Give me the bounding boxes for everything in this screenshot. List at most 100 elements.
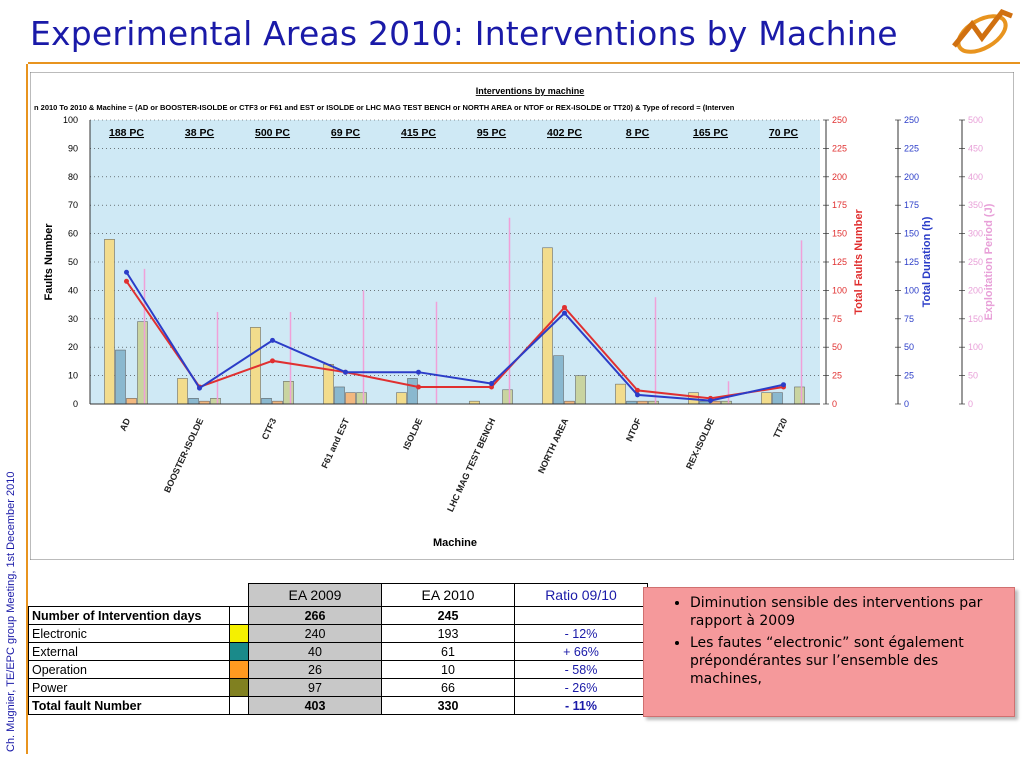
y-tick-label-faults: 50 — [832, 342, 842, 352]
bar-electronic — [177, 378, 188, 405]
y-tick-label-exploitation: 350 — [968, 200, 983, 210]
bar-external — [334, 386, 345, 405]
pc-label: 415 PC — [401, 127, 436, 139]
cell-ratio: + 66% — [514, 642, 648, 661]
cell-ea2009: 40 — [248, 642, 382, 661]
header-ea2009: EA 2009 — [248, 583, 382, 607]
line-total-duration-h- — [125, 271, 784, 402]
point-total-faults-number — [635, 387, 640, 393]
pc-label: 38 PC — [185, 127, 215, 139]
point-total-faults-number — [416, 384, 421, 390]
table-row: Number of Intervention days 266 245 — [28, 606, 648, 625]
y-tick-label-exploitation: 100 — [968, 342, 983, 352]
bar-power — [794, 386, 805, 405]
bar-external — [188, 398, 199, 405]
y-tick-label-faults: 25 — [832, 371, 842, 381]
row-label: Total fault Number — [28, 696, 230, 715]
interventions-chart: 0 10 20 30 40 50 60 70 80 90 100 0 25 50 75 100 125 150 17… — [30, 72, 1014, 560]
title-divider — [28, 62, 1020, 64]
row-label: Number of Intervention days — [28, 606, 230, 625]
point-total-duration-h- — [416, 369, 421, 375]
side-caption: Ch. Mugnier, TE/EPC group Meeting, 1st D… — [5, 471, 17, 752]
y-tick-label: 10 — [68, 371, 78, 381]
bar-power — [502, 389, 513, 405]
chart-filter: n 2010 To 2010 & Machine = (AD or BOOSTE… — [34, 103, 735, 112]
table-row: Total fault Number 403 330- 11% — [28, 696, 648, 715]
y-tick-label: 60 — [68, 229, 78, 239]
y-tick-label-duration: 100 — [904, 285, 919, 295]
bar-operation — [345, 392, 356, 405]
y-tick-label: 70 — [68, 200, 78, 210]
bar-external — [407, 378, 418, 405]
cell-ea2009: 97 — [248, 678, 382, 697]
pc-label: 402 PC — [547, 127, 582, 139]
bar-electronic — [104, 239, 115, 405]
left-divider — [26, 64, 28, 754]
color-swatch — [229, 696, 249, 715]
y-tick-label-exploitation: 450 — [968, 143, 983, 153]
header-blank — [29, 584, 230, 607]
y-tick-label: 20 — [68, 342, 78, 352]
table-header-row: EA 2009 EA 2010 Ratio 09/10 — [29, 583, 648, 607]
y-tick-label-exploitation: 150 — [968, 314, 983, 324]
color-swatch — [229, 660, 249, 679]
y-tick-label-duration: 125 — [904, 257, 919, 267]
point-total-duration-h- — [489, 381, 494, 387]
point-total-duration-h- — [343, 369, 348, 375]
point-total-duration-h- — [124, 269, 129, 275]
table-row: Power 97 66- 26% — [28, 678, 648, 697]
row-label: Operation — [28, 660, 230, 679]
line-total-faults-number — [125, 280, 784, 400]
point-total-duration-h- — [197, 385, 202, 391]
logo-icon — [952, 8, 1013, 54]
y-tick-label-faults: 75 — [832, 314, 842, 324]
y-tick-label-duration: 25 — [904, 371, 914, 381]
point-total-duration-h- — [708, 398, 713, 404]
bar-power — [356, 392, 367, 405]
y-tick-label-faults: 0 — [832, 399, 837, 409]
table-row: Electronic 240 193- 12% — [28, 624, 648, 643]
table-row: External 40 61 + 66% — [28, 642, 648, 661]
cell-ratio: - 58% — [514, 660, 648, 679]
y-tick-label-duration: 50 — [904, 342, 914, 352]
header-blank — [230, 584, 249, 607]
y-tick-label-duration: 250 — [904, 115, 919, 125]
bar-power — [575, 375, 586, 405]
fault-table: EA 2009 EA 2010 Ratio 09/10 Number of In… — [28, 583, 648, 715]
cell-ea2010: 330 — [381, 696, 515, 715]
note-bullet: Diminution sensible des interventions pa… — [690, 594, 1004, 630]
y-tick-label: 80 — [68, 172, 78, 182]
y-tick-label-exploitation: 0 — [968, 399, 973, 409]
point-total-duration-h- — [635, 392, 640, 398]
y-axis-title-right: Exploitation Period (J) — [983, 203, 995, 320]
y-tick-label: 50 — [68, 257, 78, 267]
cell-ea2010: 245 — [381, 606, 515, 625]
bar-external — [553, 355, 564, 405]
y-tick-label: 0 — [73, 399, 78, 409]
bar-external — [261, 398, 272, 405]
table-row: Operation 26 10- 58% — [28, 660, 648, 679]
cell-ea2010: 10 — [381, 660, 515, 679]
y-tick-label-exploitation: 50 — [968, 371, 978, 381]
color-swatch — [229, 606, 249, 625]
point-total-duration-h- — [562, 310, 567, 316]
cell-ratio — [514, 606, 648, 625]
cell-ea2009: 240 — [248, 624, 382, 643]
pc-label: 500 PC — [255, 127, 290, 139]
bar-electronic — [396, 392, 407, 405]
color-swatch — [229, 678, 249, 697]
y-tick-label-exploitation: 200 — [968, 285, 983, 295]
y-tick-label-faults: 150 — [832, 229, 847, 239]
y-tick-label-exploitation: 250 — [968, 257, 983, 267]
chart-title: Interventions by machine — [476, 86, 585, 96]
bar-external — [115, 349, 126, 405]
point-total-duration-h- — [270, 337, 275, 343]
cell-ea2009: 403 — [248, 696, 382, 715]
cell-ratio: - 12% — [514, 624, 648, 643]
cell-ea2009: 26 — [248, 660, 382, 679]
note-bullet: Les fautes “electronic” sont également p… — [690, 634, 1004, 688]
cell-ea2009: 266 — [248, 606, 382, 625]
bar-operation — [126, 398, 137, 405]
y-axis-title: Faults Number — [43, 223, 55, 301]
pc-label: 95 PC — [477, 127, 507, 139]
